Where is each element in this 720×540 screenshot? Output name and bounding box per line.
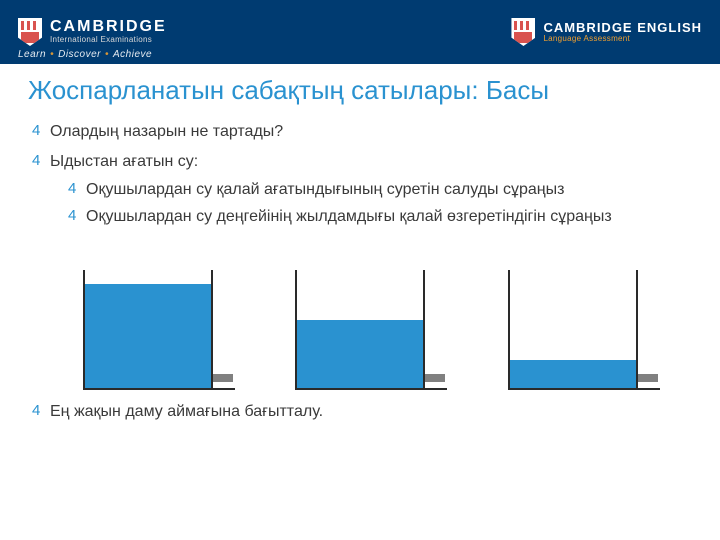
bullet-list: Олардың назарын не тартады? Ыдыстан ағат…	[28, 120, 692, 228]
sub-bullet-item: Оқушылардан су деңгейінің жылдамдығы қал…	[66, 205, 692, 228]
vessel-water	[85, 284, 211, 388]
shield-icon	[511, 18, 535, 46]
vessel-row	[28, 234, 692, 394]
logo-right: CAMBRIDGE ENGLISH Language Assessment	[511, 18, 702, 46]
vessel	[50, 270, 245, 390]
sub-bullet-item: Оқушылардан су қалай ағатындығының сурет…	[66, 178, 692, 201]
page-title: Жоспарланатын сабақтың сатылары: Басы	[28, 76, 692, 106]
header-tagline: Learn•Discover•Achieve	[18, 49, 152, 60]
logo-left-main: CAMBRIDGE	[50, 19, 167, 36]
header-bar: CAMBRIDGE International Examinations CAM…	[0, 0, 720, 64]
logo-left-sub: International Examinations	[50, 36, 167, 44]
vessel-outline	[295, 270, 425, 390]
vessel-tap	[425, 374, 445, 382]
vessel-water	[297, 320, 423, 388]
bullet-text: Ыдыстан ағатын су:	[50, 153, 198, 170]
vessel	[263, 270, 458, 390]
bullet-item: Ең жақын даму аймағына бағытталу.	[28, 400, 692, 424]
bullet-text: Ең жақын даму аймағына бағытталу.	[50, 403, 323, 420]
bullet-item: Ыдыстан ағатын су: Оқушылардан су қалай …	[28, 150, 692, 228]
bullet-list-footer: Ең жақын даму аймағына бағытталу.	[28, 400, 692, 424]
logo-left: CAMBRIDGE International Examinations	[18, 18, 167, 46]
logo-right-main: CAMBRIDGE ENGLISH	[543, 21, 702, 35]
vessel-tap	[213, 374, 233, 382]
vessel-water	[510, 360, 636, 388]
sub-bullet-list: Оқушылардан су қалай ағатындығының сурет…	[66, 178, 692, 228]
vessel	[475, 270, 670, 390]
bullet-item: Олардың назарын не тартады?	[28, 120, 692, 144]
page-body: Жоспарланатын сабақтың сатылары: Басы Ол…	[0, 64, 720, 424]
vessel-tap	[638, 374, 658, 382]
bullet-text: Оқушылардан су деңгейінің жылдамдығы қал…	[86, 208, 612, 225]
vessel-outline	[508, 270, 638, 390]
shield-icon	[18, 18, 42, 46]
logo-right-sub: Language Assessment	[543, 35, 702, 43]
bullet-text: Оқушылардан су қалай ағатындығының сурет…	[86, 181, 564, 198]
bullet-text: Олардың назарын не тартады?	[50, 123, 283, 140]
vessel-outline	[83, 270, 213, 390]
